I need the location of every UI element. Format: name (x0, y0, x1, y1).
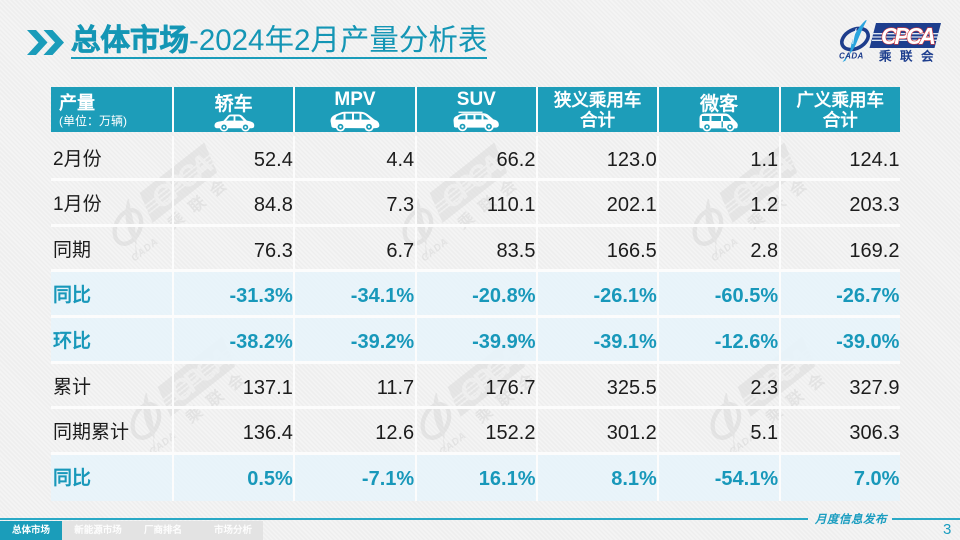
svg-text:乘联会: 乘联会 (878, 49, 942, 64)
svg-text:CPCA: CPCA (881, 23, 936, 49)
svg-text:CADA: CADA (839, 52, 864, 61)
